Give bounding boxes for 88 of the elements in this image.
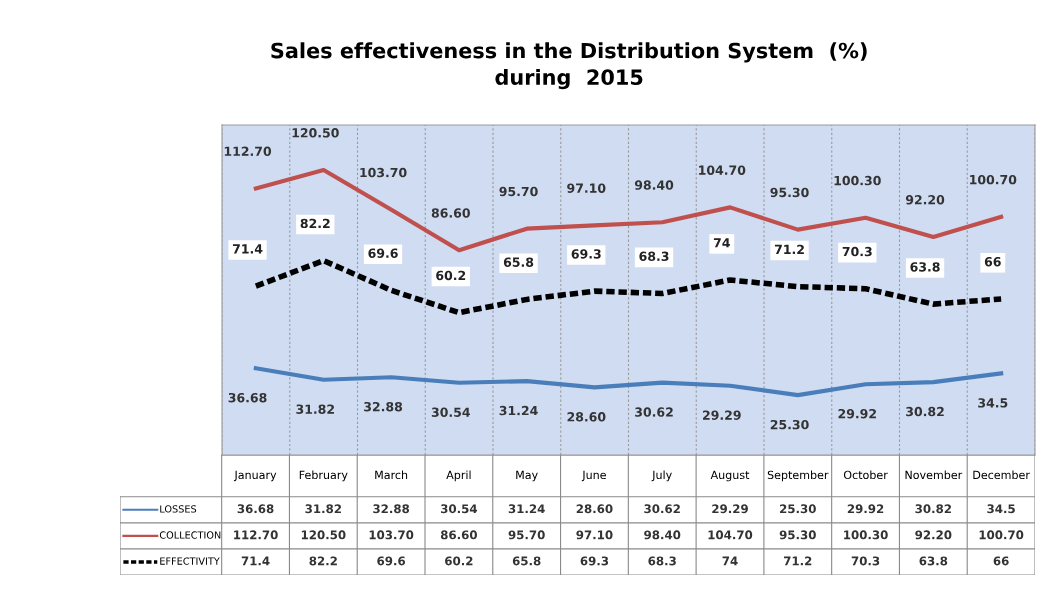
text: 95.30 <box>770 187 809 198</box>
data-label: 100.70 <box>979 530 1024 540</box>
text: 68.3 <box>639 251 669 261</box>
text: 30.54 <box>431 407 470 417</box>
text: 103.70 <box>360 167 407 178</box>
data-label: 60.2 <box>445 556 473 566</box>
data-label: 65.8 <box>512 556 541 566</box>
data-label: 25.30 <box>780 504 816 514</box>
text: 30.82 <box>906 406 944 417</box>
data-label: 104.70 <box>708 530 753 540</box>
x-tick-label: August <box>710 470 750 482</box>
x-tick-label: May <box>516 470 538 482</box>
data-label: 71.2 <box>784 556 812 566</box>
text: 92.20 <box>905 195 945 205</box>
x-tick-label: September <box>767 470 829 482</box>
x-tick-label: April <box>446 470 471 482</box>
data-label: 29.29 <box>712 504 748 514</box>
data-label: 34.5 <box>987 504 1015 514</box>
x-tick-label: November <box>905 470 963 480</box>
x-tick-label: December <box>973 470 1030 480</box>
data-label: 66 <box>993 556 1009 566</box>
x-tick-label: June <box>581 470 606 482</box>
data-label: 68.3 <box>648 556 676 566</box>
data-label: 103.70 <box>369 530 414 540</box>
x-tick-label: January <box>233 470 277 482</box>
text: 100.30 <box>834 175 881 186</box>
data-label: 32.88 <box>373 504 410 514</box>
data-label: 95.70 <box>508 530 545 540</box>
data-label: 31.82 <box>305 504 341 514</box>
text: 97.10 <box>567 183 606 193</box>
data-label: 30.54 <box>441 504 478 514</box>
text: 71.2 <box>774 244 804 254</box>
x-tick-label: February <box>299 470 348 482</box>
data-label: 28.60 <box>576 504 613 514</box>
data-label: 30.82 <box>915 504 951 514</box>
data-label: 97.10 <box>576 530 613 540</box>
x-tick-label: March <box>375 470 408 480</box>
text: 32.88 <box>364 401 403 412</box>
text: 69.3 <box>571 249 601 259</box>
text: 60.2 <box>436 270 466 281</box>
text: 71.4 <box>232 244 263 254</box>
text: 82.2 <box>300 218 330 229</box>
x-tick-label: October <box>843 470 888 480</box>
text: 120.50 <box>292 128 339 138</box>
data-label: 98.40 <box>644 530 681 540</box>
text: 70.3 <box>842 246 872 257</box>
text: 29.29 <box>703 410 741 420</box>
data-label: 29.92 <box>847 504 884 514</box>
text: 98.40 <box>634 180 674 190</box>
data-label: 74 <box>722 556 738 566</box>
text: 31.82 <box>296 404 334 414</box>
text: 69.6 <box>368 248 398 258</box>
data-label: 71.4 <box>241 556 270 566</box>
data-label: 86.60 <box>440 530 477 540</box>
x-tick-label: July <box>651 470 672 482</box>
data-label: 92.20 <box>915 530 952 540</box>
data-label: 112.70 <box>234 530 278 540</box>
data-label: 30.62 <box>644 504 680 514</box>
text: 86.60 <box>431 208 470 218</box>
text: 66 <box>984 256 1001 267</box>
text: 112.70 <box>224 146 272 156</box>
data-label: 82.2 <box>309 556 337 566</box>
text: 34.5 <box>978 398 1008 408</box>
legend-label: COLLECTION <box>159 531 221 539</box>
data-label: 63.8 <box>919 556 948 566</box>
data-label: 95.30 <box>779 530 816 540</box>
text: 95.70 <box>499 186 538 197</box>
text: 65.8 <box>503 257 534 267</box>
text: 28.60 <box>567 412 606 422</box>
text: 25.30 <box>770 419 809 430</box>
legend-label: LOSSES <box>160 505 197 513</box>
data-label: 70.3 <box>851 556 880 566</box>
data-label: 120.50 <box>301 530 346 540</box>
legend-label: EFFECTIVITY <box>160 557 220 565</box>
text: 63.8 <box>910 262 940 272</box>
text: 36.68 <box>228 392 267 403</box>
data-label: 36.68 <box>237 504 274 514</box>
data-label: 31.24 <box>508 504 545 514</box>
text: 104.70 <box>699 165 746 175</box>
text: 31.24 <box>499 405 538 416</box>
text: 29.92 <box>838 408 876 419</box>
data-label: 100.30 <box>844 530 888 540</box>
chart-title: Sales effectiveness in the Distribution System (%) during 2015 <box>271 42 867 90</box>
text: 30.62 <box>635 407 673 417</box>
data-label: 69.6 <box>377 556 406 566</box>
data-label: 69.3 <box>580 556 609 566</box>
text: 100.70 <box>970 174 1017 185</box>
text: 74 <box>713 238 730 248</box>
